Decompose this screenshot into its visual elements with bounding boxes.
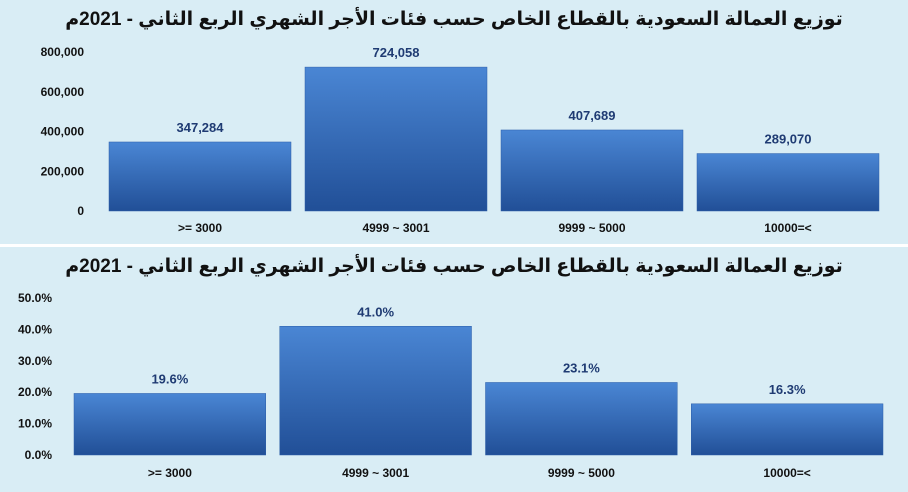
y-tick-label: 30.0%: [18, 354, 52, 368]
chart-title: توزيع العمالة السعودية بالقطاع الخاص حسب…: [65, 256, 843, 277]
y-tick-label: 50.0%: [18, 291, 52, 305]
x-tick-label: 9999 ~ 5000: [558, 221, 625, 235]
x-tick-label: 4999 ~ 3001: [362, 221, 429, 235]
chart-panel-counts: توزيع العمالة السعودية بالقطاع الخاص حسب…: [0, 0, 908, 244]
y-tick-label: 600,000: [41, 85, 85, 99]
y-tick-label: 400,000: [41, 125, 85, 139]
bar: [108, 141, 292, 212]
x-tick-label: >= 3000: [148, 466, 192, 480]
bar: [73, 393, 266, 456]
y-tick-label: 0.0%: [25, 448, 53, 462]
x-tick-label: 10000=<: [763, 466, 810, 480]
data-label: 41.0%: [357, 304, 394, 319]
bar: [691, 403, 884, 456]
x-tick-label: 9999 ~ 5000: [548, 466, 615, 480]
y-tick-label: 200,000: [41, 164, 85, 178]
bar: [304, 66, 488, 212]
bar-chart-counts: 0 200,000 400,000 600,000 800,000 347,284 >= 3…: [41, 45, 880, 235]
bar: [696, 153, 880, 212]
y-tick-label: 0: [77, 204, 84, 218]
y-tick-label: 40.0%: [18, 322, 52, 336]
bar: [500, 129, 684, 212]
x-tick-label: >= 3000: [178, 221, 222, 235]
bar: [485, 382, 678, 456]
data-label: 23.1%: [563, 360, 600, 375]
y-tick-label: 800,000: [41, 45, 85, 59]
bar-chart-percent: 0.0% 10.0% 20.0% 30.0% 40.0% 50.0% 19.6% >= 300…: [18, 291, 884, 480]
x-tick-label: 10000=<: [764, 221, 811, 235]
y-tick-label: 10.0%: [18, 417, 52, 431]
y-tick-label: 20.0%: [18, 385, 52, 399]
chart-panel-percent: توزيع العمالة السعودية بالقطاع الخاص حسب…: [0, 247, 908, 492]
panel-divider: [0, 244, 908, 247]
data-label: 16.3%: [769, 382, 806, 397]
data-label: 724,058: [373, 45, 420, 60]
chart-title: توزيع العمالة السعودية بالقطاع الخاص حسب…: [65, 9, 843, 30]
bar: [279, 326, 472, 456]
data-label: 19.6%: [151, 371, 188, 386]
data-label: 407,689: [569, 108, 616, 123]
data-label: 289,070: [765, 132, 812, 147]
data-label: 347,284: [177, 120, 225, 135]
x-tick-label: 4999 ~ 3001: [342, 466, 409, 480]
